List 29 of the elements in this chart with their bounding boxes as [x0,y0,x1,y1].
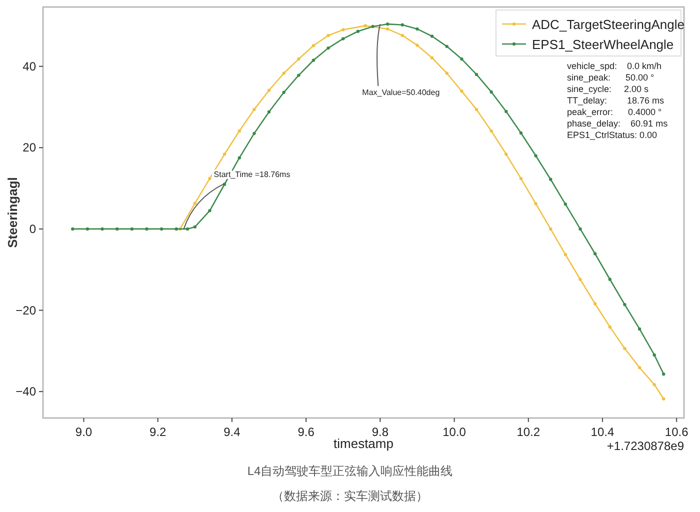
x-axis-title: timestamp [334,436,394,451]
annotation: peak_error: 0.4000 ° [567,107,662,117]
annotation: phase_delay: 60.91 ms [567,118,668,128]
text: L4自动驾驶车型正弦输入响应性能曲线 [247,464,453,478]
y-tick-label: 20 [22,140,36,155]
annotation: Max_Value=50.40deg [362,88,440,98]
legend-label: ADC_TargetSteeringAngle [532,17,684,32]
x-tick-label: 10.6 [664,425,689,439]
annotation: TT_delay: 18.76 ms [567,96,665,106]
annotation: EPS1_CtrlStatus: 0.00 [567,130,658,140]
x-tick-label: 9.6 [298,425,315,439]
y-tick-label: 40 [22,59,36,74]
y-tick-label: 0 [29,222,36,236]
y-axis-title: Steeringagl [5,177,20,248]
annotation: vehicle_spd: 0.0 km/h [567,61,662,71]
x-tick-label: 9.2 [150,425,167,439]
x-tick-label: 9.4 [224,425,241,439]
x-tick-label: 9.8 [372,425,389,439]
legend-label: EPS1_SteerWheelAngle [532,37,674,52]
x-tick-label: 10.0 [442,425,466,439]
text: +1.7230878e9 [606,439,684,453]
x-tick-label: 10.2 [516,425,540,439]
text: （数据来源：实车测试数据） [272,489,428,503]
annotation: sine_peak: 50.00 ° [567,72,655,82]
y-tick-label: −20 [16,303,36,318]
y-tick-label: −40 [16,384,36,399]
x-tick-label: 10.4 [590,425,614,439]
x-tick-label: 9.0 [75,425,92,439]
annotation: sine_cycle: 2.00 s [567,84,650,94]
